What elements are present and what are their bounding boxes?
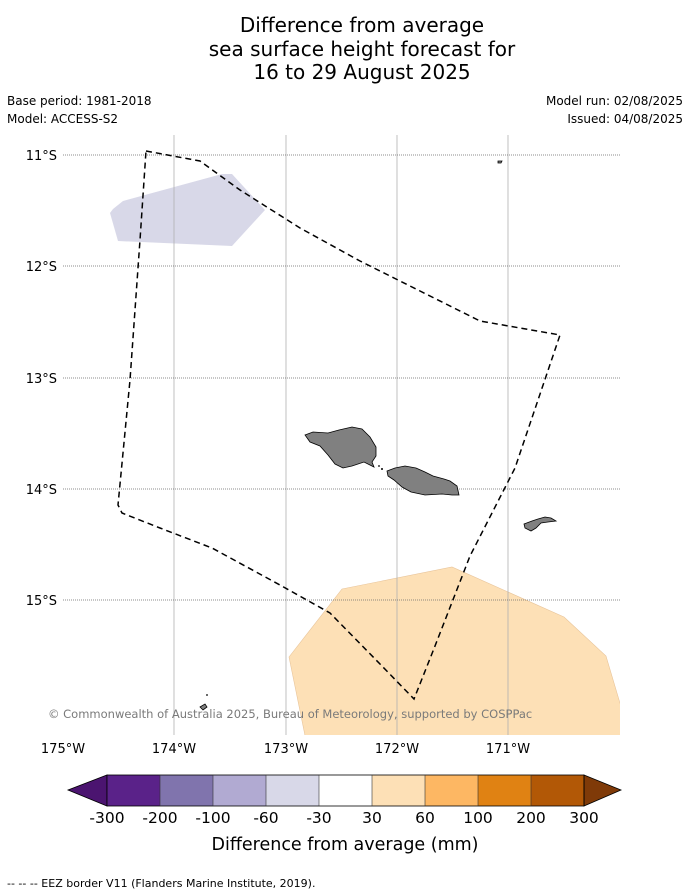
map-figure: 11°S 12°S 13°S 14°S 15°S 175°W 174°W 173…	[26, 135, 623, 855]
colorbar-swatch	[266, 775, 319, 806]
latitude-labels: 11°S 12°S 13°S 14°S 15°S	[26, 149, 57, 609]
colorbar-min-extension	[66, 774, 108, 807]
colorbar-swatch	[107, 775, 160, 806]
colorbar-swatch	[213, 775, 266, 806]
model-text: Model: ACCESS-S2	[7, 112, 119, 126]
island-savaii	[304, 426, 377, 469]
model-run-text: Model run: 02/08/2025	[545, 94, 683, 108]
colorbar-swatch	[425, 775, 478, 806]
copyright-text: © Commonwealth of Australia 2025, Bureau…	[48, 707, 532, 721]
island-small-north	[497, 160, 503, 164]
latitude-gridlines	[63, 154, 620, 601]
eez-border	[117, 150, 561, 701]
colorbar-tick: 30	[362, 809, 382, 827]
title-line-2: sea surface height forecast for	[208, 36, 516, 61]
lat-label: 15°S	[26, 594, 57, 609]
colorbar-tick: 300	[569, 809, 599, 827]
issued-text: Issued: 04/08/2025	[567, 112, 683, 126]
colorbar-tick: 60	[415, 809, 435, 827]
lon-label: 172°W	[375, 742, 419, 757]
colorbar-swatch	[478, 775, 531, 806]
island-tutuila	[523, 516, 558, 532]
colorbar-swatch	[319, 775, 372, 806]
chart-title: Difference from average sea surface heig…	[0, 13, 690, 85]
colorbar-tick: 200	[516, 809, 546, 827]
colorbar-tick: -30	[306, 809, 331, 827]
colorbar-tick: 100	[463, 809, 493, 827]
colorbar: -300 -200 -100 -60 -30 30 60 100 200 300…	[66, 774, 623, 855]
base-period-text: Base period: 1981-2018	[7, 94, 152, 108]
lat-label: 12°S	[26, 260, 57, 275]
colorbar-tick: -100	[195, 809, 230, 827]
colorbar-tick-labels: -300 -200 -100 -60 -30 30 60 100 200 300	[89, 809, 598, 827]
colorbar-tick: -60	[253, 809, 278, 827]
lon-label: 171°W	[486, 742, 530, 757]
map-area	[63, 135, 620, 735]
colorbar-swatch	[160, 775, 213, 806]
lat-label: 11°S	[26, 149, 57, 164]
title-line-1: Difference from average	[239, 13, 485, 37]
colorbar-swatch	[372, 775, 425, 806]
colorbar-tick: -200	[142, 809, 177, 827]
lat-label: 13°S	[26, 372, 57, 387]
colorbar-label: Difference from average (mm)	[211, 835, 478, 855]
island-small-southwest	[199, 703, 208, 711]
island-upolu	[386, 465, 460, 496]
colorbar-tick: -300	[89, 809, 124, 827]
lat-label: 14°S	[26, 483, 57, 498]
positive-anomaly-patch	[288, 566, 620, 735]
lon-label: 175°W	[41, 742, 85, 757]
title-line-3: 16 to 29 August 2025	[253, 60, 471, 84]
eez-legend-note: -- -- -- EEZ border V11 (Flanders Marine…	[7, 877, 316, 890]
colorbar-swatch	[531, 775, 584, 806]
negative-anomaly-patch	[110, 174, 265, 246]
lon-label: 174°W	[152, 742, 196, 757]
colorbar-max-extension	[583, 774, 623, 807]
longitude-gridlines	[173, 135, 509, 735]
lon-label: 173°W	[264, 742, 308, 757]
longitude-labels: 175°W 174°W 173°W 172°W 171°W	[41, 742, 530, 757]
